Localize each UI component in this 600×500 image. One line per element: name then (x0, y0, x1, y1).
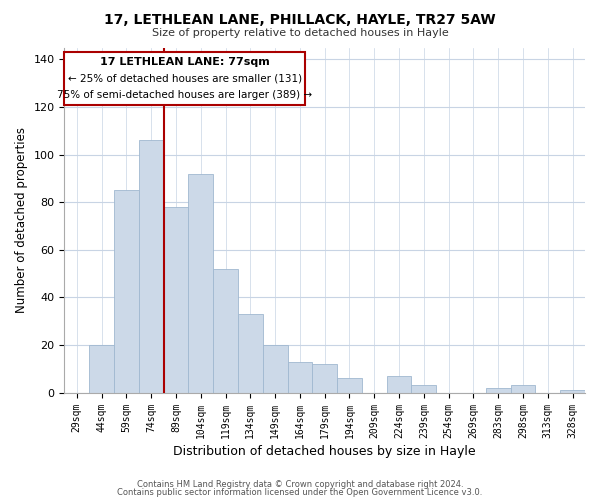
Bar (511, 386, 535, 392)
Bar (89, 345, 114, 393)
Bar (164, 207, 188, 392)
Bar (337, 378, 362, 392)
Y-axis label: Number of detached properties: Number of detached properties (15, 127, 28, 313)
Bar (412, 386, 436, 392)
Bar (486, 388, 511, 392)
Text: 17, LETHLEAN LANE, PHILLACK, HAYLE, TR27 5AW: 17, LETHLEAN LANE, PHILLACK, HAYLE, TR27… (104, 12, 496, 26)
Bar (560, 390, 585, 392)
Bar (188, 174, 213, 392)
Text: 17 LETHLEAN LANE: 77sqm: 17 LETHLEAN LANE: 77sqm (100, 57, 269, 67)
Bar (386, 376, 412, 392)
Bar (114, 190, 139, 392)
FancyBboxPatch shape (64, 52, 305, 104)
Text: ← 25% of detached houses are smaller (131): ← 25% of detached houses are smaller (13… (68, 74, 302, 84)
Text: Contains HM Land Registry data © Crown copyright and database right 2024.: Contains HM Land Registry data © Crown c… (137, 480, 463, 489)
Bar (139, 140, 164, 392)
Bar (263, 345, 287, 393)
Text: Size of property relative to detached houses in Hayle: Size of property relative to detached ho… (152, 28, 448, 38)
Bar (313, 364, 337, 392)
Bar (213, 269, 238, 392)
Text: 75% of semi-detached houses are larger (389) →: 75% of semi-detached houses are larger (… (57, 90, 312, 101)
Bar (238, 314, 263, 392)
Bar (287, 362, 313, 392)
X-axis label: Distribution of detached houses by size in Hayle: Distribution of detached houses by size … (173, 444, 476, 458)
Text: Contains public sector information licensed under the Open Government Licence v3: Contains public sector information licen… (118, 488, 482, 497)
